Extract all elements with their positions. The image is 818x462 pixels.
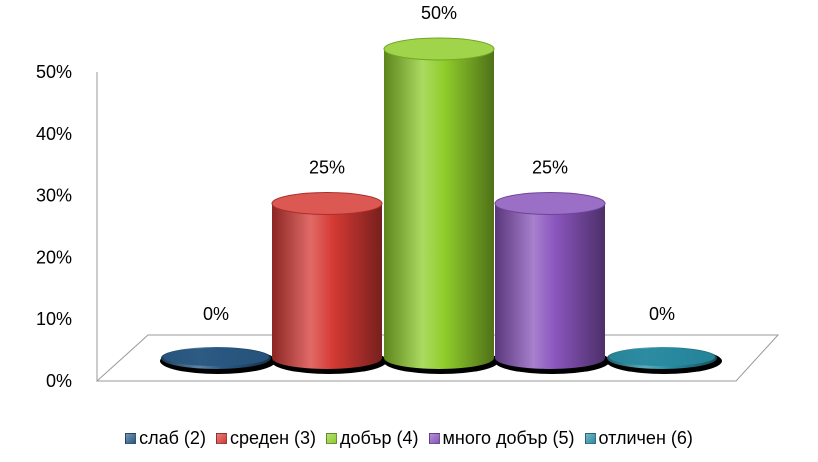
legend-swatch bbox=[584, 433, 596, 444]
data-label: 25% bbox=[532, 158, 568, 178]
bar-body bbox=[384, 49, 494, 369]
bar-1 bbox=[160, 347, 276, 374]
legend-swatch bbox=[125, 433, 137, 444]
y-tick-label: 20% bbox=[36, 247, 72, 267]
data-label: 50% bbox=[421, 3, 457, 23]
chart-legend: слаб (2) среден (3) добър (4) много добър (… bbox=[0, 428, 818, 449]
bar-top bbox=[271, 192, 383, 215]
data-label: 0% bbox=[203, 304, 229, 324]
y-tick-label: 10% bbox=[36, 309, 72, 329]
chart-plot: 0% 10% 20% 30% 40% 50% 0% 25% 50% 25% 0% bbox=[36, 3, 780, 391]
bar-3 bbox=[383, 37, 499, 374]
bar-top bbox=[383, 37, 495, 61]
bar-5 bbox=[606, 347, 722, 374]
legend-item: много добър (5) bbox=[428, 428, 575, 449]
bar-4 bbox=[494, 192, 610, 374]
data-label: 25% bbox=[309, 158, 345, 178]
legend-swatch bbox=[215, 433, 227, 444]
legend-label: добър (4) bbox=[340, 428, 419, 448]
legend-label: среден (3) bbox=[229, 428, 317, 448]
bar-body bbox=[495, 203, 605, 369]
bar-disc-top bbox=[609, 348, 715, 366]
legend-label: слаб (2) bbox=[139, 428, 206, 448]
legend-item: добър (4) bbox=[326, 428, 419, 449]
legend-swatch bbox=[326, 433, 338, 444]
bar-disc-top bbox=[163, 348, 269, 366]
y-tick-label: 30% bbox=[36, 186, 72, 206]
legend-item: среден (3) bbox=[215, 428, 317, 449]
legend-label: много добър (5) bbox=[442, 428, 575, 448]
legend-item: слаб (2) bbox=[125, 428, 206, 449]
y-tick-label: 40% bbox=[36, 124, 72, 144]
bar-2 bbox=[271, 192, 387, 374]
legend-item: отличен (6) bbox=[584, 428, 693, 449]
bar-body bbox=[272, 203, 382, 369]
y-tick-label: 0% bbox=[46, 371, 72, 391]
y-tick-label: 50% bbox=[36, 62, 72, 82]
data-label: 0% bbox=[649, 304, 675, 324]
legend-swatch bbox=[428, 433, 440, 444]
legend-label: отличен (6) bbox=[598, 428, 693, 448]
bar-top bbox=[494, 192, 606, 215]
